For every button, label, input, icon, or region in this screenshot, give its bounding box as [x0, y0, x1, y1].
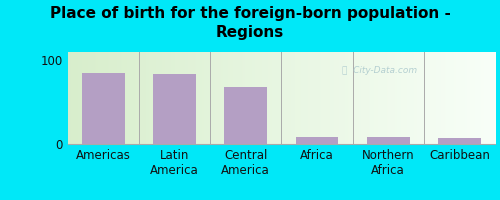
Bar [296, 137, 338, 144]
Text: Place of birth for the foreign-born population -
Regions: Place of birth for the foreign-born popu… [50, 6, 450, 40]
Bar [153, 74, 196, 144]
Bar [82, 73, 124, 144]
Bar [367, 137, 410, 144]
Bar [438, 138, 481, 144]
Bar [224, 87, 267, 144]
Text: ⓘ  City-Data.com: ⓘ City-Data.com [342, 66, 417, 75]
